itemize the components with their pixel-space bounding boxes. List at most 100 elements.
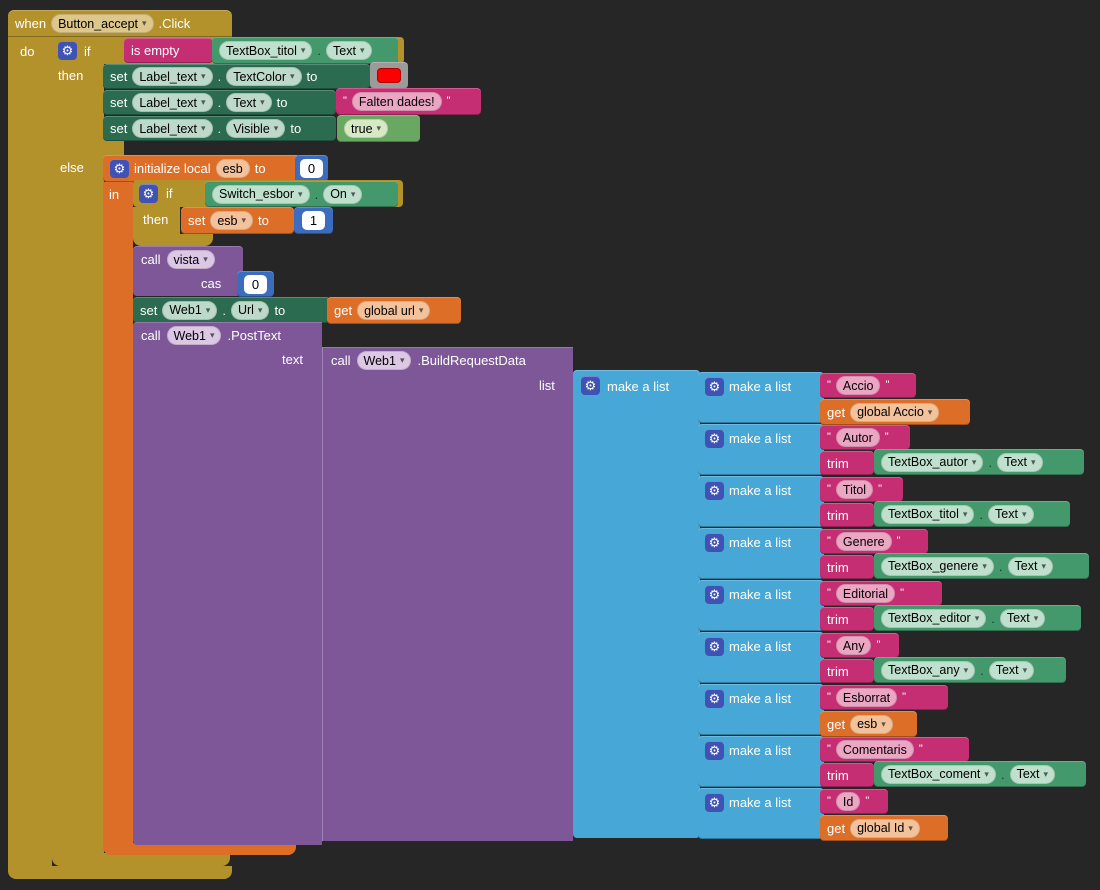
set-text-block[interactable]: set Label_text ▾ . Text ▾ to [103,90,336,115]
string-field[interactable]: Titol [835,480,874,499]
make-a-list-block[interactable]: ⚙ make a list [698,736,824,787]
initialize-local-block[interactable]: ⚙ initialize local esb to [103,155,300,182]
component-dropdown[interactable]: TextBox_autor ▾ [881,452,984,472]
component-dropdown[interactable]: TextBox_titol ▾ [881,504,975,524]
string-block[interactable]: " Comentaris " [820,737,969,762]
list-mutator-gear-icon[interactable]: ⚙ [705,741,724,760]
list-mutator-gear-icon[interactable]: ⚙ [705,689,724,708]
if-mutator-gear-icon[interactable]: ⚙ [58,41,77,60]
make-a-list-block[interactable]: ⚙ make a list [698,528,824,579]
call-posttext-block[interactable] [133,322,322,845]
color-block[interactable] [370,62,408,89]
if-block-left-column[interactable] [52,37,104,854]
string-block[interactable]: " Editorial " [820,581,942,606]
string-field[interactable]: Genere [835,532,892,551]
is-empty-block[interactable]: is empty [124,38,213,63]
textbox-getter-block[interactable]: TextBox_titol ▾ . Text ▾ [874,501,1070,527]
string-block[interactable]: " Autor " [820,425,910,450]
property-dropdown[interactable]: Text ▾ [988,660,1035,680]
string-field[interactable]: Esborrat [835,688,898,707]
list-mutator-gear-icon[interactable]: ⚙ [705,533,724,552]
property-dropdown[interactable]: Text ▾ [326,41,372,60]
get-block[interactable]: get global Accio ▾ [820,399,970,425]
string-block[interactable]: " Esborrat " [820,685,948,710]
component-dropdown[interactable]: Web1 ▾ [166,326,222,345]
property-dropdown[interactable]: Text ▾ [226,93,272,112]
number-block-0[interactable]: 0 [295,155,328,182]
string-block[interactable]: " Id " [820,789,888,814]
when-block-bottom[interactable] [8,866,232,879]
variable-dropdown[interactable]: esb ▾ [210,211,254,230]
switch-esbor-getter-block[interactable]: Switch_esbor ▾ . On ▾ [205,181,398,207]
when-block-left-column[interactable] [8,37,52,867]
component-dropdown[interactable]: Switch_esbor ▾ [212,184,310,204]
make-a-list-block[interactable]: ⚙ make a list [698,372,824,423]
list-mutator-gear-icon[interactable]: ⚙ [705,585,724,604]
trim-block[interactable]: trim [820,503,874,527]
property-dropdown[interactable]: Text ▾ [1007,556,1053,576]
component-dropdown[interactable]: Web1 ▾ [162,300,218,320]
make-a-list-block[interactable]: ⚙ make a list [698,684,824,735]
variable-dropdown[interactable]: global url ▾ [357,301,431,320]
make-a-list-block[interactable]: ⚙ make a list [698,476,824,527]
string-block[interactable]: " Any " [820,633,899,658]
component-dropdown[interactable]: TextBox_coment ▾ [881,764,996,784]
trim-block[interactable]: trim [820,659,874,683]
property-dropdown[interactable]: Visible ▾ [226,119,286,138]
list-mutator-gear-icon[interactable]: ⚙ [581,376,600,395]
make-a-list-block[interactable]: ⚙ make a list [698,632,824,683]
number-value[interactable]: 0 [299,159,324,178]
property-dropdown[interactable]: Text ▾ [997,452,1043,472]
component-dropdown[interactable]: Label_text ▾ [132,119,213,138]
property-dropdown[interactable]: Text ▾ [988,504,1034,524]
number-block-0[interactable]: 0 [237,271,274,297]
trim-block[interactable]: trim [820,555,874,579]
event-component-dropdown[interactable]: Button_accept ▾ [51,14,154,33]
textbox-getter-block[interactable]: TextBox_any ▾ . Text ▾ [874,657,1066,683]
logic-dropdown[interactable]: true ▾ [344,119,389,138]
trim-block[interactable]: trim [820,607,874,631]
property-dropdown[interactable]: On ▾ [323,184,363,204]
component-dropdown[interactable]: Label_text ▾ [132,67,213,86]
component-dropdown[interactable]: TextBox_editor ▾ [881,608,987,628]
get-block[interactable]: get global Id ▾ [820,815,948,841]
number-block-1[interactable]: 1 [294,207,333,234]
trim-block[interactable]: trim [820,451,874,475]
number-value[interactable]: 1 [301,211,326,230]
textbox-getter-block[interactable]: TextBox_coment ▾ . Text ▾ [874,761,1086,787]
set-esb-block[interactable]: set esb ▾ to [181,207,294,234]
string-block-falten-dades[interactable]: " Falten dades! " [336,88,481,115]
component-dropdown[interactable]: Label_text ▾ [132,93,213,112]
local-var-name-field[interactable]: esb [215,159,250,178]
textbox-getter-block[interactable]: TextBox_editor ▾ . Text ▾ [874,605,1081,631]
trim-block[interactable]: trim [820,763,874,787]
get-block[interactable]: get esb ▾ [820,711,917,737]
make-a-list-outer-block[interactable] [573,370,700,838]
property-dropdown[interactable]: Text ▾ [999,608,1046,628]
variable-dropdown[interactable]: global Id ▾ [850,818,920,838]
string-block[interactable]: " Titol " [820,477,903,502]
component-dropdown[interactable]: Web1 ▾ [356,351,412,370]
color-red-swatch[interactable] [377,68,401,83]
variable-dropdown[interactable]: esb ▾ [850,714,893,734]
procedure-dropdown[interactable]: vista ▾ [166,250,215,269]
inner-if-left-column[interactable] [133,207,180,235]
string-field[interactable]: Id [835,792,861,811]
inner-if-bottom[interactable] [133,234,213,246]
string-field[interactable]: Comentaris [835,740,914,759]
init-local-left-column[interactable] [103,182,133,843]
list-mutator-gear-icon[interactable]: ⚙ [705,637,724,656]
make-a-list-block[interactable]: ⚙ make a list [698,424,824,475]
mutator-gear-icon[interactable]: ⚙ [110,159,129,178]
set-textcolor-block[interactable]: set Label_text ▾ . TextColor ▾ to [103,64,370,89]
call-buildrequestdata-block[interactable] [322,347,573,841]
string-field[interactable]: Editorial [835,584,896,603]
make-a-list-block[interactable]: ⚙ make a list [698,788,824,839]
set-web1-url-block[interactable]: set Web1 ▾ . Url ▾ to [133,297,330,323]
list-mutator-gear-icon[interactable]: ⚙ [705,429,724,448]
list-mutator-gear-icon[interactable]: ⚙ [705,793,724,812]
list-mutator-gear-icon[interactable]: ⚙ [705,377,724,396]
property-dropdown[interactable]: TextColor ▾ [226,67,302,86]
make-a-list-block[interactable]: ⚙ make a list [698,580,824,631]
string-field[interactable]: Any [835,636,872,655]
